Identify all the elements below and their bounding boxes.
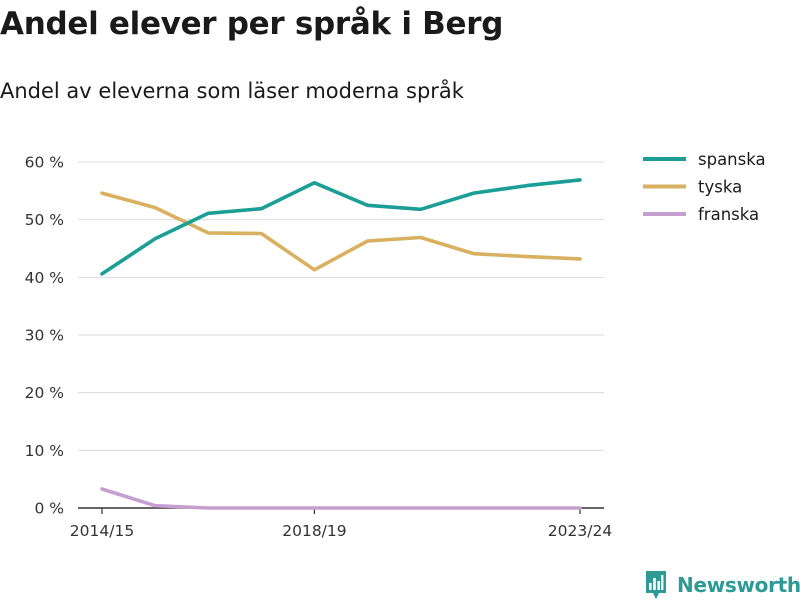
y-axis-ticks: 0 % 10 % 20 % 30 % 40 % 50 % 60 % [25, 154, 64, 518]
legend-label-tyska: tyska [698, 178, 742, 197]
series-line-tyska [100, 191, 582, 272]
x-tick-label: 2023/24 [548, 522, 612, 540]
x-axis: 2014/15 2018/19 2023/24 [70, 507, 612, 540]
legend: spanska tyska franska [643, 150, 766, 224]
series-lines [100, 178, 582, 510]
y-tick-label: 50 % [25, 211, 64, 229]
grid-lines [78, 161, 604, 451]
chart-subtitle: Andel av eleverna som läser moderna språ… [0, 79, 464, 103]
y-tick-label: 0 % [34, 500, 64, 518]
brand-name: Newsworthy [677, 573, 800, 597]
y-tick-label: 20 % [25, 384, 64, 402]
chart-title: Andel elever per språk i Berg [0, 6, 504, 42]
y-tick-label: 30 % [25, 327, 64, 345]
newsworthy-brand: Newsworthy [644, 569, 800, 601]
y-tick-label: 60 % [25, 154, 64, 172]
legend-label-franska: franska [698, 205, 759, 224]
y-tick-label: 40 % [25, 269, 64, 287]
series-line-spanska [100, 178, 582, 276]
x-tick-label: 2018/19 [282, 522, 346, 540]
x-tick-label: 2014/15 [70, 522, 134, 540]
series-line-franska [100, 487, 582, 510]
legend-label-spanska: spanska [698, 150, 766, 169]
newsworthy-logo-icon [646, 571, 666, 599]
y-tick-label: 10 % [25, 442, 64, 460]
